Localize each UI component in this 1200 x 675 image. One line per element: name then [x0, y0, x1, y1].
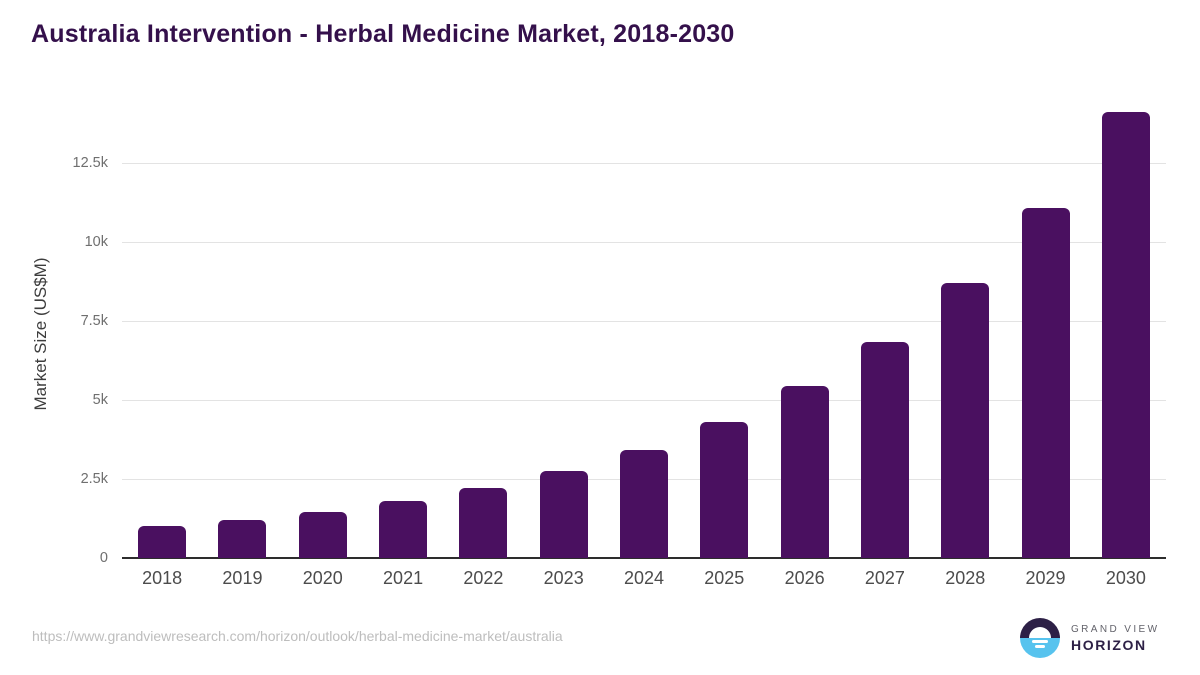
y-tick-label: 12.5k: [72, 154, 108, 171]
y-tick-label: 7.5k: [80, 312, 108, 329]
bar-2023[interactable]: [539, 471, 588, 558]
bar-2028[interactable]: [941, 283, 990, 558]
grand-view-horizon-logo: GRAND VIEW HORIZON: [1020, 618, 1159, 658]
gridline: [122, 399, 1166, 401]
x-tick-label-2023: 2023: [543, 568, 584, 588]
logo-text: GRAND VIEW HORIZON: [1071, 624, 1159, 653]
chart-title: Australia Intervention - Herbal Medicine…: [31, 20, 735, 48]
bar-2021[interactable]: [379, 501, 428, 558]
logo-brand-top: GRAND VIEW: [1071, 623, 1160, 635]
icon-bottom-half: [1020, 638, 1060, 658]
horizon-sunrise-icon: [1020, 618, 1060, 658]
x-tick-label-2025: 2025: [704, 568, 745, 588]
x-tick-label-2027: 2027: [864, 568, 905, 588]
bar-2022[interactable]: [459, 487, 508, 558]
bar-2027[interactable]: [860, 341, 909, 558]
bar-2030[interactable]: [1101, 111, 1150, 558]
x-tick-label-2020: 2020: [302, 568, 343, 588]
y-tick-label: 10k: [84, 233, 108, 250]
bar-2020[interactable]: [298, 511, 347, 558]
source-url: https://www.grandviewresearch.com/horizo…: [32, 628, 563, 644]
bar-2029[interactable]: [1021, 208, 1070, 558]
logo-brand-bottom: HORIZON: [1071, 636, 1147, 653]
x-axis-line: [122, 557, 1166, 559]
y-tick-label: 2.5k: [80, 470, 108, 487]
bar-2026[interactable]: [780, 386, 829, 558]
icon-horizon-line-2: [1035, 645, 1045, 648]
icon-sun-dome: [1029, 627, 1051, 638]
x-tick-label-2028: 2028: [945, 568, 986, 588]
x-tick-label-2029: 2029: [1025, 568, 1066, 588]
y-tick-label: 0: [99, 550, 108, 566]
bar-2018[interactable]: [138, 526, 187, 558]
x-tick-label-2030: 2030: [1105, 568, 1146, 588]
bar-2025[interactable]: [700, 422, 749, 558]
x-tick-label-2024: 2024: [623, 568, 665, 588]
y-axis-title: Market Size (US$M): [31, 257, 50, 411]
icon-horizon-line-1: [1032, 640, 1048, 643]
gridline: [122, 162, 1166, 164]
gridline: [122, 320, 1166, 322]
x-tick-label-2026: 2026: [784, 568, 825, 588]
bar-2019[interactable]: [218, 519, 267, 558]
plot-area: 0 2.5k 5k 7.5k 10k 12.5k 2018 2019 2020 2021 2022 2…: [73, 110, 1166, 588]
x-tick-label-2021: 2021: [383, 568, 424, 588]
gridline: [122, 241, 1166, 243]
y-tick-label: 5k: [92, 391, 108, 408]
x-tick-label-2018: 2018: [142, 568, 183, 588]
bar-2024[interactable]: [620, 449, 668, 558]
x-tick-label-2019: 2019: [222, 568, 263, 588]
x-tick-label-2022: 2022: [463, 568, 504, 588]
